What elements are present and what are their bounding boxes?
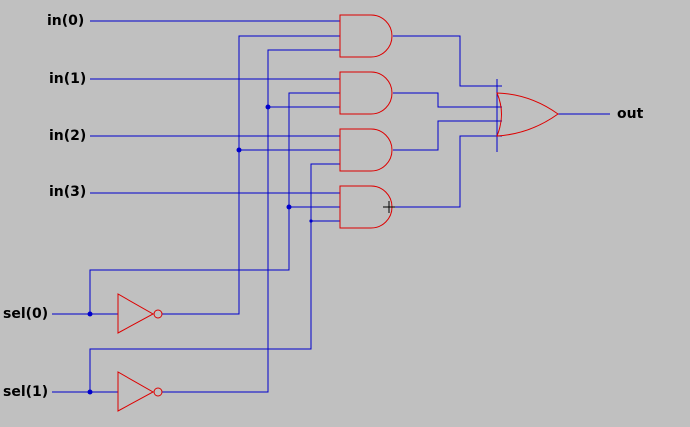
not-gate-sel1[interactable] — [117, 371, 155, 412]
or-gate[interactable] — [496, 92, 559, 137]
and-gate-1[interactable] — [339, 71, 393, 115]
wire-sel1-true-branch — [89, 163, 340, 392]
label-in2: in(2) — [49, 128, 87, 144]
crosshair-cursor-icon — [383, 201, 395, 213]
and-gate-0[interactable] — [339, 14, 393, 58]
wire-not-sel1 — [162, 49, 340, 393]
not-gate-sel0-bubble — [153, 309, 163, 319]
junction-dot — [87, 311, 93, 317]
and-gate-3[interactable] — [339, 185, 393, 229]
junction-dot — [309, 219, 313, 223]
not-gate-sel0[interactable] — [117, 293, 155, 334]
junction-dot — [286, 204, 292, 210]
junctions — [87, 104, 313, 395]
label-in0: in(0) — [47, 13, 85, 29]
label-out: out — [617, 106, 644, 122]
gates — [117, 14, 559, 412]
wire-and2-out — [393, 120, 502, 151]
junction-dot — [236, 147, 242, 153]
not-gate-sel1-bubble — [153, 387, 163, 397]
label-sel0: sel(0) — [3, 306, 49, 322]
label-in1: in(1) — [49, 71, 87, 87]
and-gate-2[interactable] — [339, 128, 393, 172]
wire-and3-out — [393, 135, 502, 208]
wire-sel0-true-to-and1 — [288, 92, 340, 207]
label-in3: in(3) — [49, 184, 87, 200]
junction-dot — [87, 389, 93, 395]
wire-and1-out — [393, 92, 502, 108]
wire-not-sel0 — [162, 35, 340, 315]
wires — [52, 20, 610, 393]
wire-sel0-true-branch — [89, 206, 340, 314]
wire-and0-out — [393, 35, 502, 87]
label-sel1: sel(1) — [3, 384, 49, 400]
junction-dot — [265, 104, 271, 110]
